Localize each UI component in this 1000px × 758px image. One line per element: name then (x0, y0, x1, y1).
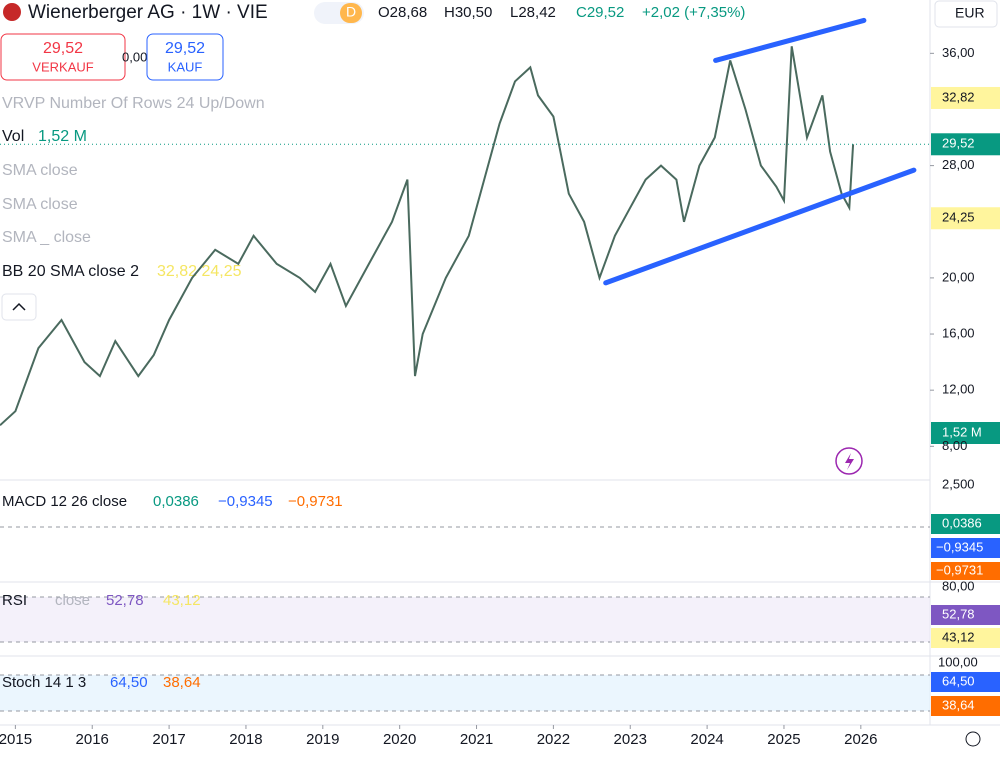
y-tick-label: 8,00 (942, 438, 967, 453)
stoch-value: 64,50 (110, 674, 148, 691)
x-tick-label: 2025 (767, 731, 800, 748)
ohlc-high: H30,50 (444, 4, 492, 21)
macd-label: −0,9731 (936, 562, 983, 577)
sell-button[interactable] (0, 33, 126, 81)
price-line (0, 46, 855, 427)
rsi-label: 52,78 (942, 606, 975, 621)
volume-label: 1,52 M (942, 424, 982, 439)
ohlc-change: +2,02 (+7,35%) (642, 4, 745, 21)
stoch-title: Stoch 14 1 3 (2, 674, 86, 691)
price-badge (931, 86, 1000, 109)
rsi-band (0, 597, 930, 642)
buy-label[interactable]: KAUF (168, 59, 203, 74)
y-tick-label: 20,00 (942, 269, 975, 284)
sma-legend: SMA close (2, 196, 78, 213)
stoch-value: 38,64 (163, 674, 201, 691)
rsi-title: RSI (2, 592, 27, 609)
rsi-value: 52,78 (106, 592, 144, 609)
rsi-sub: close (55, 592, 90, 609)
y-tick-label: 12,00 (942, 382, 975, 397)
macd-label: 0,0386 (942, 515, 982, 530)
vrvp-legend: VRVP Number Of Rows 24 Up/Down (2, 95, 265, 112)
price-badge (931, 133, 1000, 156)
badge: D (346, 4, 356, 20)
macd-value: −0,9345 (218, 493, 273, 510)
buy-price[interactable]: 29,52 (165, 40, 205, 57)
x-tick-label: 2026 (844, 731, 877, 748)
price-label: 24,25 (942, 210, 975, 225)
x-tick-label: 2021 (460, 731, 493, 748)
macd-scale: 2,500 (942, 476, 975, 491)
x-tick-label: 2017 (152, 731, 185, 748)
vol-value: 1,52 M (38, 128, 87, 145)
trend-line (603, 167, 917, 286)
macd-badge (931, 514, 1000, 534)
stoch-scale: 100,00 (938, 654, 978, 669)
bb-legend: BB 20 SMA close 2 (2, 263, 139, 280)
stoch-badge (931, 696, 1000, 716)
rsi-label: 43,12 (942, 629, 975, 644)
currency[interactable]: EUR (955, 5, 985, 21)
macd-value: 0,0386 (153, 493, 199, 510)
x-tick-label: 2015 (0, 731, 32, 748)
x-tick-label: 2020 (383, 731, 416, 748)
sma-legend: SMA _ close (2, 229, 91, 246)
sma-legend: SMA close (2, 162, 78, 179)
collapse-icon[interactable] (12, 302, 26, 311)
spread: 0,00 (122, 49, 147, 64)
logo (3, 3, 21, 21)
sell-price[interactable]: 29,52 (43, 40, 83, 57)
sell-label[interactable]: VERKAUF (32, 59, 93, 74)
macd-value: −0,9731 (288, 493, 343, 510)
x-tick-label: 2023 (614, 731, 647, 748)
badge-d (340, 3, 362, 23)
price-badge (931, 207, 1000, 230)
stoch-badge (931, 672, 1000, 692)
collapse-button[interactable] (1, 293, 37, 321)
x-tick-label: 2019 (306, 731, 339, 748)
currency-box[interactable] (934, 0, 998, 28)
macd-badge (931, 538, 1000, 558)
y-tick-label: 16,00 (942, 325, 975, 340)
stoch-band (0, 675, 930, 711)
rsi-value: 43,12 (163, 592, 201, 609)
price-label: 29,52 (942, 136, 975, 151)
volume-badge (931, 422, 1000, 444)
rsi-scale: 80,00 (942, 578, 975, 593)
trend-line (713, 17, 867, 63)
price-label: 32,82 (942, 89, 975, 104)
ohlc-low: L28,42 (510, 4, 556, 21)
x-tick-label: 2018 (229, 731, 262, 748)
x-tick-label: 2022 (537, 731, 570, 748)
symbol-title: Wienerberger AG · 1W · VIE (28, 2, 268, 23)
x-tick-label: 2024 (690, 731, 723, 748)
stoch-label: 38,64 (942, 697, 975, 712)
macd-title: MACD 12 26 close (2, 493, 127, 510)
stoch-label: 64,50 (942, 673, 975, 688)
buy-button[interactable] (146, 33, 224, 81)
y-tick-label: 28,00 (942, 157, 975, 172)
vol-legend: Vol (2, 128, 24, 145)
x-tick-label: 2016 (76, 731, 109, 748)
rsi-badge (931, 605, 1000, 625)
settings-icon[interactable] (965, 731, 981, 747)
bb-values: 32,82 24,25 (157, 263, 242, 280)
flash-icon[interactable] (845, 453, 854, 470)
ohlc-open: O28,68 (378, 4, 427, 21)
rsi-badge (931, 628, 1000, 648)
y-tick-label: 36,00 (942, 45, 975, 60)
macd-badge (931, 562, 1000, 580)
macd-label: −0,9345 (936, 539, 983, 554)
price-axis-bg (930, 0, 1000, 753)
ohlc-close: C29,52 (576, 4, 624, 21)
